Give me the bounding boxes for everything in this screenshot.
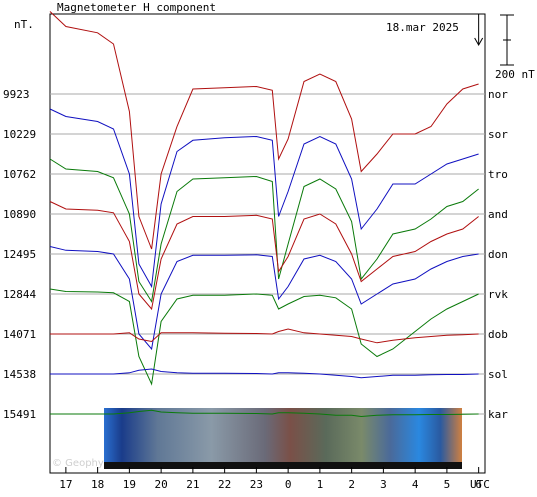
station-label-dob: dob	[488, 328, 508, 341]
baseline-value-rvk: 12844	[3, 288, 36, 301]
series-line-kar	[50, 409, 479, 418]
watermark: © Geophys	[52, 458, 109, 469]
baseline-value-don: 12495	[3, 248, 36, 261]
baseline-value-tro: 10762	[3, 168, 36, 181]
x-tick-label-4: 4	[412, 478, 419, 491]
x-tick-label-20: 20	[155, 478, 168, 491]
baselines	[50, 93, 485, 415]
baseline-value-sor: 10229	[3, 128, 36, 141]
x-tick-label-2: 2	[348, 478, 355, 491]
plot-border	[49, 13, 486, 474]
x-axis-label: UTC	[470, 478, 490, 491]
x-tick-label-3: 3	[380, 478, 387, 491]
keogram-baseline	[104, 462, 462, 469]
baseline-value-and: 10890	[3, 208, 36, 221]
station-label-nor: nor	[488, 88, 508, 101]
chart-title: Magnetometer H component	[57, 1, 216, 14]
station-label-rvk: rvk	[488, 288, 508, 301]
station-label-sol: sol	[488, 368, 508, 381]
x-tick-label-23: 23	[250, 478, 263, 491]
current-time-arrow	[474, 14, 484, 47]
baseline-value-kar: 15491	[3, 408, 36, 421]
series-line-nor	[49, 11, 479, 250]
x-tick-label-19: 19	[123, 478, 136, 491]
x-tick-label-17: 17	[59, 478, 72, 491]
x-tick-label-0: 0	[285, 478, 292, 491]
station-labels: 9923 nor 10229 sor 10762 tro 10890 and 12495 don 1…	[3, 88, 508, 421]
series-line-rvk	[49, 288, 479, 386]
y-axis-label: nT.	[14, 18, 34, 31]
baseline-value-sol: 14538	[3, 368, 36, 381]
series-line-sol	[50, 368, 479, 379]
baseline-value-dob: 14071	[3, 328, 36, 341]
keogram-image	[104, 408, 462, 464]
x-tick-label-1: 1	[317, 478, 324, 491]
scale-bar	[500, 14, 514, 66]
x-tick-label-6: 6	[475, 478, 482, 491]
station-label-and: and	[488, 208, 508, 221]
station-label-don: don	[488, 248, 508, 261]
series-line-and	[49, 201, 479, 311]
x-tick-label-21: 21	[186, 478, 199, 491]
station-label-kar: kar	[488, 408, 508, 421]
series-lines	[49, 11, 479, 418]
arrow-head	[474, 37, 484, 47]
scale-bar-label: 200 nT	[495, 68, 535, 81]
x-axis-ticks: 17 18 19 20 21 22 23 0 1 2 3 4 5 6	[59, 467, 482, 491]
baseline-value-nor: 9923	[3, 88, 30, 101]
x-tick-label-18: 18	[91, 478, 104, 491]
series-line-sor	[49, 108, 479, 289]
x-tick-label-5: 5	[444, 478, 451, 491]
x-tick-label-22: 22	[218, 478, 231, 491]
plot-frame	[49, 13, 486, 474]
series-line-dob	[50, 328, 479, 344]
series-line-don	[49, 246, 479, 351]
date-label: 18.mar 2025	[386, 21, 459, 34]
aurora-keogram	[104, 408, 462, 469]
station-label-tro: tro	[488, 168, 508, 181]
station-label-sor: sor	[488, 128, 508, 141]
series-line-tro	[49, 158, 479, 303]
